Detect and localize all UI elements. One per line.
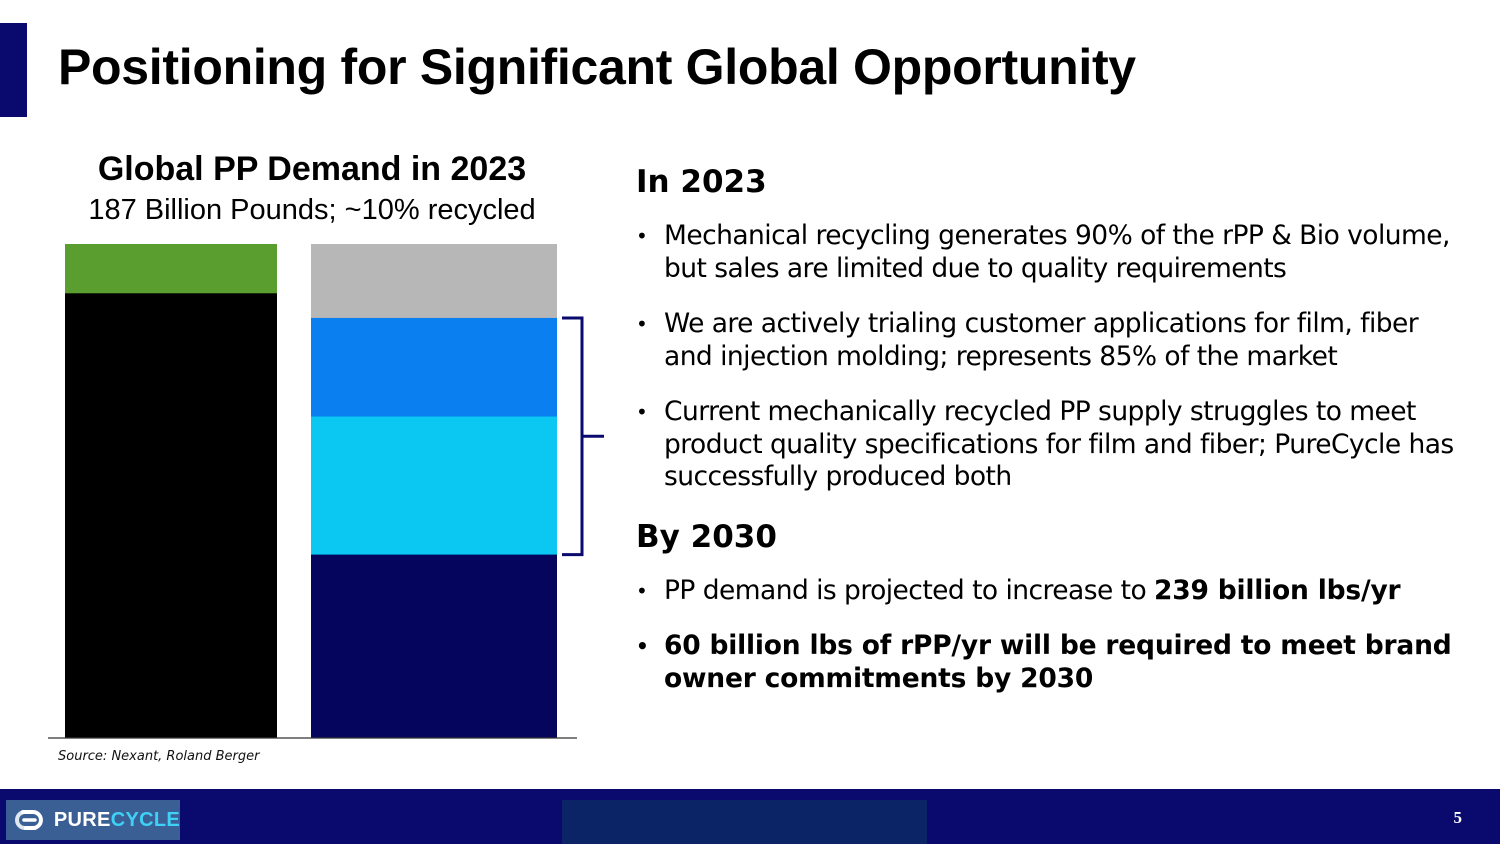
title-accent-bar bbox=[0, 23, 27, 117]
bullet-list-2023: Mechanical recycling generates 90% of th… bbox=[636, 220, 1466, 494]
bar-2-segment-1 bbox=[311, 244, 557, 319]
logo-text-cycle: CYCLE bbox=[110, 808, 180, 831]
bar-2-segment-4 bbox=[311, 554, 557, 738]
chart-subtitle: 187 Billion Pounds; ~10% recycled bbox=[88, 194, 536, 226]
bullet-item: We are actively trialing customer applic… bbox=[636, 308, 1466, 373]
bullet-text: PP demand is projected to increase to bbox=[664, 574, 1154, 606]
logo-text-pure: PURE bbox=[53, 808, 111, 831]
content-panel: In 2023 Mechanical recycling generates 9… bbox=[636, 162, 1466, 718]
bullet-bold-text: 239 billion lbs/yr bbox=[1154, 574, 1401, 606]
page-title: Positioning for Significant Global Oppor… bbox=[58, 39, 1136, 95]
segment-bracket bbox=[562, 316, 604, 557]
bullet-item: Current mechanically recycled PP supply … bbox=[636, 396, 1466, 494]
bar-2-segment-2 bbox=[311, 317, 557, 418]
heading-2023: In 2023 bbox=[636, 164, 767, 200]
bar-2-segment-3 bbox=[311, 416, 557, 556]
purecycle-logo-icon bbox=[15, 810, 43, 830]
bullet-item: 60 billion lbs of rPP/yr will be require… bbox=[636, 630, 1466, 695]
footer-center-band bbox=[562, 800, 927, 844]
bullet-item: Mechanical recycling generates 90% of th… bbox=[636, 220, 1466, 285]
source-note: Source: Nexant, Roland Berger bbox=[58, 749, 260, 764]
heading-2030: By 2030 bbox=[636, 518, 777, 555]
bullet-list-2030: PP demand is projected to increase to 23… bbox=[636, 575, 1466, 696]
bullet-item: PP demand is projected to increase to 23… bbox=[636, 575, 1466, 608]
bar-1-segment-2 bbox=[65, 293, 277, 738]
stacked-bar-chart bbox=[48, 244, 604, 739]
page-number: 5 bbox=[1453, 808, 1463, 827]
chart-title: Global PP Demand in 2023 bbox=[97, 150, 527, 188]
purecycle-logo: PURECYCLE bbox=[6, 800, 180, 840]
bar-1-segment-1 bbox=[65, 244, 277, 294]
